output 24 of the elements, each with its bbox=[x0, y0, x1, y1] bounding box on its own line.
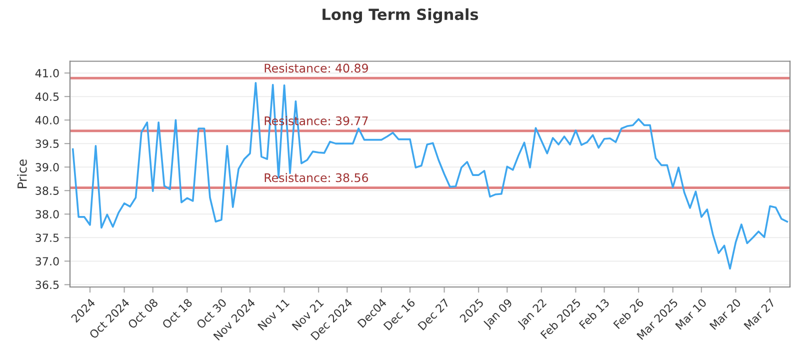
x-tick-label: Mar 20 bbox=[709, 298, 742, 330]
y-tick-label: 39.0 bbox=[36, 163, 59, 172]
ref-line-label: Resistance: 38.56 bbox=[264, 173, 368, 182]
y-tick-label: 38.5 bbox=[36, 186, 59, 195]
y-tick-label: 37.0 bbox=[36, 257, 59, 266]
x-tick-label: Oct 18 bbox=[162, 298, 193, 330]
y-axis-title: Price bbox=[17, 160, 27, 188]
x-tick-label: Feb 13 bbox=[578, 298, 610, 330]
y-tick-label: 37.5 bbox=[36, 234, 59, 242]
x-tick-label: Dec 27 bbox=[417, 298, 450, 330]
x-tick-label: Feb 26 bbox=[612, 298, 644, 330]
chart-title: Long Term Signals bbox=[322, 8, 478, 24]
y-tick-label: 40.0 bbox=[35, 116, 59, 124]
x-tick-label: Jan 09 bbox=[482, 298, 514, 330]
x-tick-label: Nov 11 bbox=[257, 298, 290, 331]
y-tick-label: 36.5 bbox=[36, 280, 59, 290]
y-tick-label: 40.5 bbox=[35, 92, 59, 101]
y-tick-label: 38.0 bbox=[36, 210, 59, 218]
x-tick-label: Mar 27 bbox=[744, 298, 776, 330]
x-tick-label: Jan 22 bbox=[516, 298, 548, 330]
ref-line-label: Resistance: 40.89 bbox=[264, 63, 368, 73]
line-series bbox=[72, 82, 788, 270]
y-tick-label: 41.0 bbox=[35, 68, 59, 78]
y-tick-label: 39.5 bbox=[36, 140, 59, 148]
